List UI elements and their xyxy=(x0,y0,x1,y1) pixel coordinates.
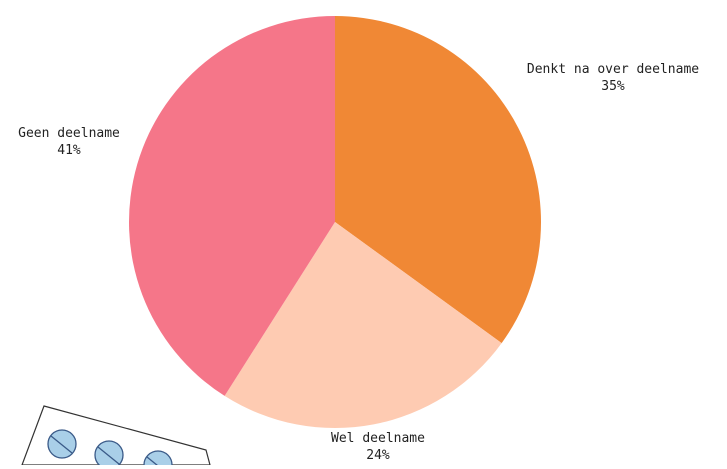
label-denkt-na-value: 35% xyxy=(601,79,625,94)
pill-3 xyxy=(143,450,173,465)
pie-slice-geen-deelname xyxy=(129,16,335,396)
pie-slice-wel-deelname xyxy=(224,222,502,428)
label-denkt-na: Denkt na over deelname 35% xyxy=(506,61,720,95)
pie-slice-denkt-na-over-deelname xyxy=(335,16,542,344)
pill-1 xyxy=(47,429,77,459)
label-wel-deelname-name: Wel deelname xyxy=(331,431,425,446)
label-geen-deelname-name: Geen deelname xyxy=(18,126,120,141)
blister-pack-illustration xyxy=(21,405,211,465)
label-wel-deelname-value: 24% xyxy=(366,448,390,463)
pill-2 xyxy=(94,440,124,465)
label-geen-deelname: Geen deelname 41% xyxy=(2,125,136,159)
label-denkt-na-name: Denkt na over deelname xyxy=(526,62,700,77)
label-wel-deelname: Wel deelname 24% xyxy=(300,430,456,464)
label-geen-deelname-value: 41% xyxy=(57,143,81,158)
